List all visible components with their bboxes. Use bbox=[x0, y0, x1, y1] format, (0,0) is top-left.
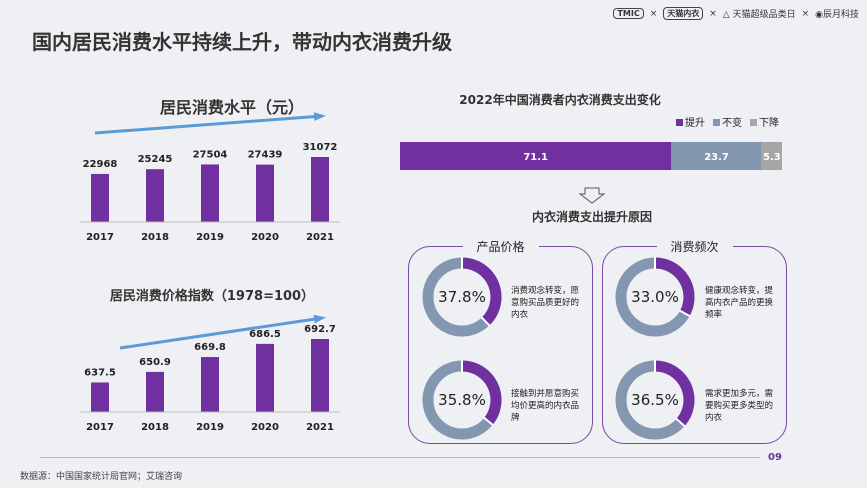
donut-desc: 接触到并愿意购买均价更高的内衣品牌 bbox=[511, 389, 580, 423]
x-tick-label: 2019 bbox=[196, 422, 224, 433]
donut-slice bbox=[461, 257, 502, 326]
trend-arrow-head bbox=[313, 112, 326, 121]
tmall-underwear-logo: 天猫内衣 bbox=[663, 7, 704, 20]
x-tick-label: 2020 bbox=[251, 232, 279, 243]
donut-label: 36.5% bbox=[631, 391, 679, 409]
chart-title: 居民消费价格指数（1978=100） bbox=[110, 288, 314, 304]
data-label: 25245 bbox=[138, 154, 173, 165]
legend-item-same: 不变 bbox=[713, 114, 742, 129]
x-tick-label: 2017 bbox=[86, 422, 114, 433]
data-label: 27439 bbox=[248, 150, 283, 161]
page-title: 国内居民消费水平持续上升，带动内衣消费升级 bbox=[32, 30, 452, 54]
x-tick-label: 2019 bbox=[196, 232, 224, 243]
x-tick-label: 2021 bbox=[306, 422, 334, 433]
bar bbox=[91, 173, 109, 222]
data-label: 22968 bbox=[83, 159, 118, 170]
bar bbox=[256, 343, 274, 412]
trend-arrow bbox=[94, 114, 323, 135]
data-label: 686.5 bbox=[249, 329, 281, 340]
data-label: 650.9 bbox=[139, 357, 171, 368]
bar bbox=[311, 339, 329, 412]
bar bbox=[91, 382, 109, 412]
bar bbox=[256, 164, 274, 222]
data-label: 31072 bbox=[303, 142, 338, 153]
legend-item-down: 下降 bbox=[750, 114, 779, 129]
donut-desc: 消费观念转变，愿意购买品质更好的内衣 bbox=[511, 286, 580, 320]
donut-slice bbox=[461, 360, 502, 425]
x-tick-label: 2021 bbox=[306, 232, 334, 243]
donut-gap bbox=[480, 316, 491, 327]
source-note: 数据源：中国国家统计局官网；艾瑞咨询 bbox=[20, 472, 183, 482]
footer-divider bbox=[40, 457, 760, 458]
donut-desc: 需求更加多元，需要购买更多类型的内衣 bbox=[705, 389, 774, 423]
donut-slice bbox=[654, 360, 695, 427]
x-tick-label: 2017 bbox=[86, 232, 114, 243]
partner-logos: TMIC × 天猫内衣 × △ 天猫超级品类日 × ◉辰月科技 bbox=[613, 7, 859, 20]
donut-desc: 健康观念转变，提高内衣产品的更换频率 bbox=[705, 286, 774, 320]
down-arrow-icon bbox=[578, 187, 606, 204]
page-number: 09 bbox=[768, 452, 782, 463]
data-label: 71.1 bbox=[523, 152, 548, 163]
panel-title: 消费频次 bbox=[656, 238, 733, 255]
x-tick-label: 2018 bbox=[141, 232, 169, 243]
panel-title: 产品价格 bbox=[462, 238, 539, 255]
donut-label: 35.8% bbox=[438, 391, 486, 409]
bar bbox=[146, 169, 164, 222]
bar bbox=[146, 371, 164, 412]
panel-frequency: 消费频次 bbox=[602, 238, 787, 444]
data-label: 692.7 bbox=[304, 324, 336, 335]
data-label: 637.5 bbox=[84, 367, 116, 378]
trend-arrow-head bbox=[313, 314, 326, 324]
data-label: 669.8 bbox=[194, 342, 226, 353]
donut-gap bbox=[675, 417, 686, 428]
legend-item-up: 提升 bbox=[676, 114, 705, 129]
x-tick-label: 2018 bbox=[141, 422, 169, 433]
data-label: 27504 bbox=[193, 149, 228, 160]
bar bbox=[201, 357, 219, 412]
donut-gap bbox=[483, 416, 494, 426]
stacked-segment bbox=[761, 142, 782, 170]
chenyue-logo: ◉辰月科技 bbox=[815, 10, 859, 20]
donut-gap bbox=[679, 309, 691, 318]
donut-slice bbox=[654, 257, 695, 317]
legend: 提升 不变 下降 bbox=[676, 114, 779, 129]
x-tick-label: 2020 bbox=[251, 422, 279, 433]
tmic-logo: TMIC bbox=[613, 8, 644, 19]
stacked-segment bbox=[400, 142, 672, 170]
data-label: 5.3 bbox=[763, 152, 781, 163]
chart-title: 内衣消费支出提升原因 bbox=[532, 209, 652, 224]
panel-price: 产品价格 bbox=[408, 238, 593, 444]
data-label: 23.7 bbox=[704, 152, 729, 163]
chart-title: 居民消费水平（元） bbox=[160, 98, 304, 117]
tmall-category-day-logo: △ 天猫超级品类日 bbox=[722, 10, 796, 20]
stacked-segment bbox=[671, 142, 762, 170]
bar bbox=[311, 157, 329, 222]
chart-title: 2022年中国消费者内衣消费支出变化 bbox=[459, 92, 660, 107]
trend-arrow bbox=[119, 316, 323, 350]
bar bbox=[201, 164, 219, 222]
donut-label: 37.8% bbox=[438, 288, 486, 306]
donut-label: 33.0% bbox=[631, 288, 679, 306]
